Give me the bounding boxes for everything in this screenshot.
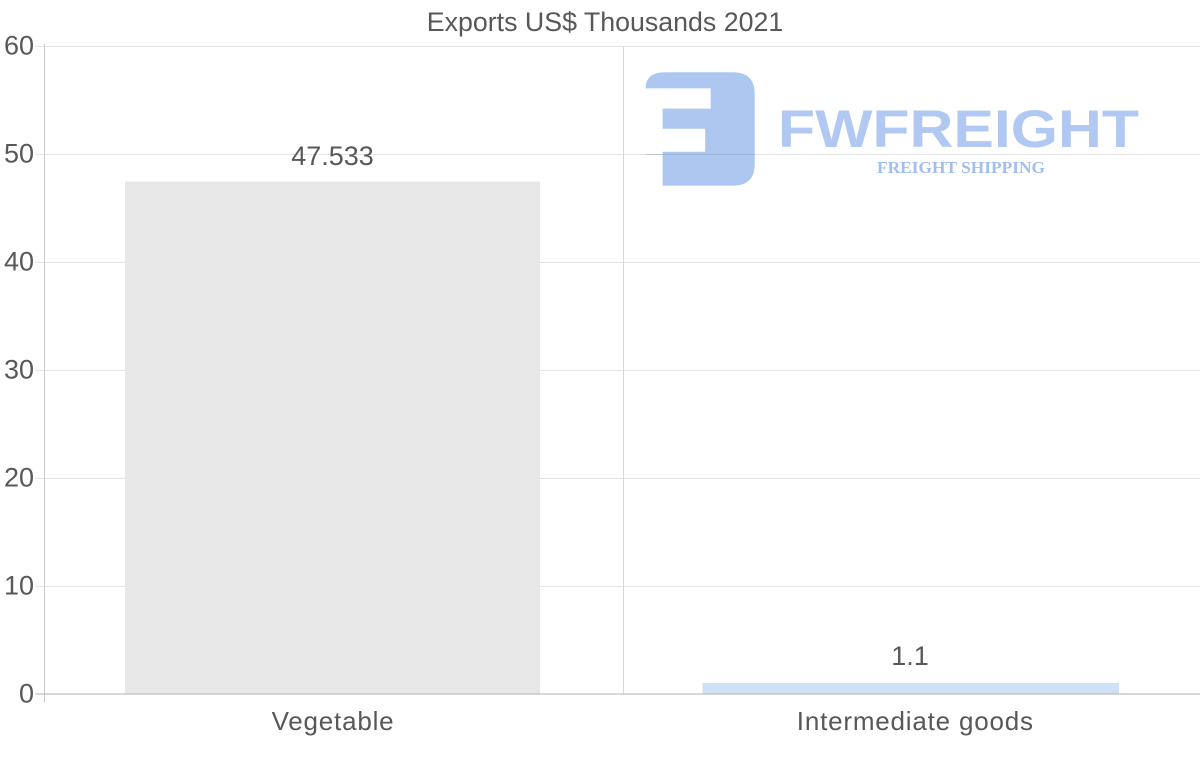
svg-text:Vegetable: Vegetable — [272, 706, 395, 736]
svg-text:Exports US$ Thousands 2021: Exports US$ Thousands 2021 — [427, 7, 784, 37]
svg-text:30: 30 — [4, 355, 34, 385]
svg-text:FWFREIGHT: FWFREIGHT — [778, 100, 1139, 159]
svg-text:10: 10 — [4, 571, 34, 601]
svg-text:20: 20 — [4, 463, 34, 493]
svg-text:0: 0 — [19, 679, 34, 709]
svg-text:FREIGHT SHIPPING: FREIGHT SHIPPING — [877, 158, 1045, 177]
svg-text:Intermediate goods: Intermediate goods — [797, 706, 1034, 736]
svg-text:40: 40 — [4, 247, 34, 277]
svg-text:1.1: 1.1 — [891, 641, 929, 671]
svg-text:50: 50 — [4, 139, 34, 169]
svg-text:60: 60 — [4, 31, 34, 61]
svg-text:47.533: 47.533 — [291, 141, 374, 171]
